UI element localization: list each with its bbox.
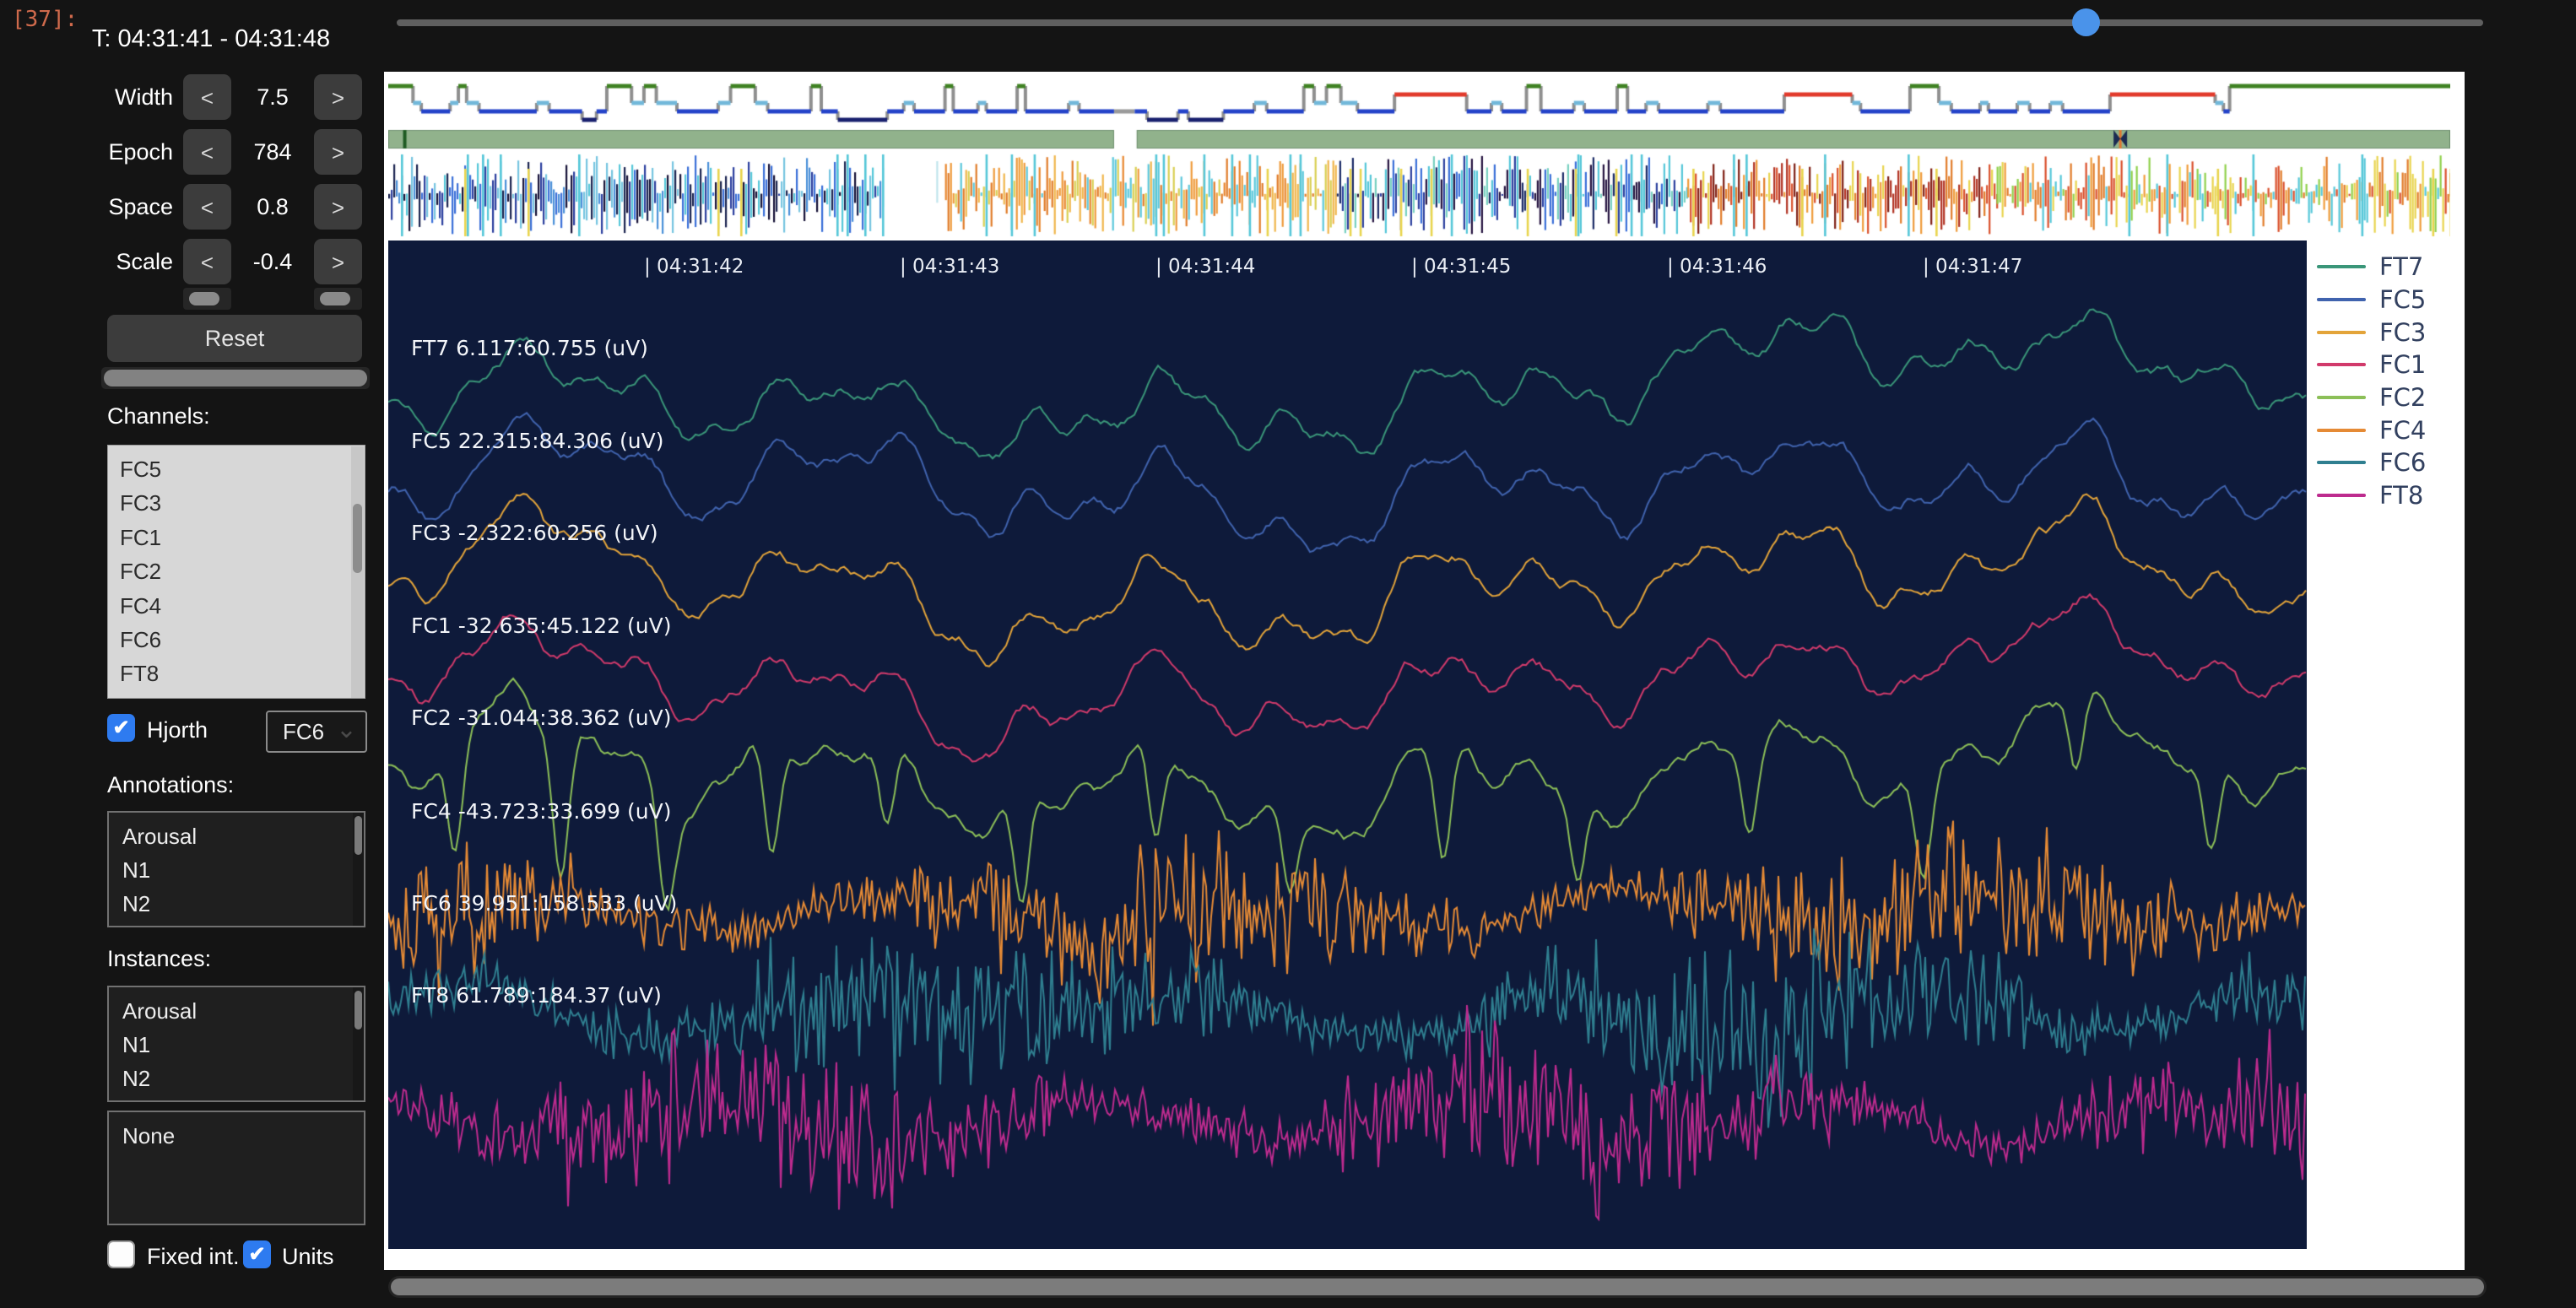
legend-line-swatch xyxy=(2317,428,2366,432)
legend-line-swatch xyxy=(2317,363,2366,367)
checkmark-icon: ✔ xyxy=(112,716,130,739)
channel-value-label: FC2 -31.044:38.362 (uV) xyxy=(411,705,672,730)
time-tick: | 04:31:45 xyxy=(1411,256,1512,278)
signal-overview-plot[interactable] xyxy=(388,154,2450,238)
channel-legend: FT7 FC5 FC3 FC1 FC2 FC4 FC6 FT8 xyxy=(2317,251,2460,512)
scale-value: -0.4 xyxy=(252,249,293,274)
time-range-label: T: 04:31:41 - 04:31:48 xyxy=(91,25,331,52)
epoch-decrement-button[interactable]: < xyxy=(183,129,231,175)
legend-line-swatch xyxy=(2317,396,2366,400)
width-decrement-button[interactable]: < xyxy=(183,74,231,120)
legend-entry: FT7 xyxy=(2317,251,2460,284)
scale-label: Scale xyxy=(116,249,173,274)
channel-option[interactable]: FC2 xyxy=(120,559,162,585)
channel-option[interactable]: FC6 xyxy=(120,627,162,653)
timeline-slider-track[interactable] xyxy=(397,19,2483,26)
chevron-down-icon: ⌄ xyxy=(335,716,357,743)
legend-line-swatch xyxy=(2317,494,2366,498)
scale-decrement-button[interactable]: < xyxy=(183,239,231,284)
channel-value-label: FC3 -2.322:60.256 (uV) xyxy=(411,521,658,545)
legend-entry: FC1 xyxy=(2317,349,2460,381)
instance-option[interactable]: Arousal xyxy=(122,998,198,1024)
horizontal-scrollbar-thumb[interactable] xyxy=(391,1278,2484,1295)
legend-line-swatch xyxy=(2317,461,2366,465)
channels-listbox[interactable]: FC5 FC3 FC1 FC2 FC4 FC6 FT8 xyxy=(107,445,365,699)
scale-increment-button[interactable]: > xyxy=(314,239,362,284)
instance-option[interactable]: N1 xyxy=(122,1032,151,1057)
channel-value-label: FC4 -43.723:33.699 (uV) xyxy=(411,799,672,824)
legend-entry: FC2 xyxy=(2317,381,2460,414)
annotation-option[interactable]: N2 xyxy=(122,891,151,916)
space-value: 0.8 xyxy=(257,194,289,219)
hjorth-channel-value: FC6 xyxy=(283,719,325,744)
width-increment-button[interactable]: > xyxy=(314,74,362,120)
hjorth-label: Hjorth xyxy=(147,717,208,743)
channel-option[interactable]: FC4 xyxy=(120,592,162,619)
timeline-slider-handle[interactable] xyxy=(2071,8,2100,36)
instances-list-scrollbar[interactable] xyxy=(353,987,364,1100)
checkmark-icon: ✔ xyxy=(248,1243,266,1266)
instances-section-label: Instances: xyxy=(107,946,212,971)
channel-value-label: FC5 22.315:84.306 (uV) xyxy=(411,429,664,453)
channel-value-label: FT8 61.789:184.37 (uV) xyxy=(411,983,662,1008)
legend-entry: FC4 xyxy=(2317,413,2460,446)
fixed-int-checkbox[interactable] xyxy=(107,1240,135,1268)
time-tick: | 04:31:46 xyxy=(1667,256,1767,278)
channel-value-label: FT7 6.117:60.755 (uV) xyxy=(411,336,648,360)
instance-selection-option[interactable]: None xyxy=(122,1123,176,1149)
epoch-increment-button[interactable]: > xyxy=(314,129,362,175)
space-increment-button[interactable]: > xyxy=(314,184,362,230)
channel-option[interactable]: FT8 xyxy=(120,661,160,687)
jupyter-cell-prompt: [37]: xyxy=(12,7,78,32)
legend-line-swatch xyxy=(2317,330,2366,334)
annotation-option[interactable]: Arousal xyxy=(122,824,198,849)
scale-mini-scrollbar-right[interactable] xyxy=(314,288,362,310)
reset-button[interactable]: Reset xyxy=(107,315,362,362)
channels-list-scrollbar[interactable] xyxy=(351,446,364,698)
scale-mini-scrollbar-left[interactable] xyxy=(183,288,231,310)
fixed-int-label: Fixed int. xyxy=(147,1244,240,1269)
epoch-label: Epoch xyxy=(108,139,173,165)
hypnogram-overview-plot[interactable] xyxy=(388,76,2450,154)
legend-entry: FC3 xyxy=(2317,316,2460,349)
legend-line-swatch xyxy=(2317,298,2366,302)
legend-entry: FC6 xyxy=(2317,446,2460,479)
units-label: Units xyxy=(282,1244,334,1269)
figure-area: | 04:31:42 | 04:31:43 | 04:31:44 | 04:31… xyxy=(384,72,2465,1270)
epoch-value: 784 xyxy=(253,139,292,165)
eeg-traces-canvas xyxy=(388,241,2307,1249)
channel-option[interactable]: FC3 xyxy=(120,490,162,516)
annotation-option[interactable]: N1 xyxy=(122,857,151,883)
channel-option[interactable]: FC5 xyxy=(120,457,162,482)
annotations-listbox[interactable]: Arousal N1 N2 xyxy=(107,811,365,927)
controls-scrollbar[interactable] xyxy=(101,367,370,389)
time-tick: | 04:31:43 xyxy=(900,256,1000,278)
channels-section-label: Channels: xyxy=(107,403,210,429)
units-checkbox[interactable]: ✔ xyxy=(243,1240,271,1268)
space-label: Space xyxy=(108,194,173,219)
legend-line-swatch xyxy=(2317,265,2366,269)
channel-value-label: FC6 39.951:158.533 (uV) xyxy=(411,891,678,916)
annotations-section-label: Annotations: xyxy=(107,772,235,797)
annotations-list-scrollbar[interactable] xyxy=(353,813,364,926)
instance-selection-listbox[interactable]: None xyxy=(107,1111,365,1225)
time-tick: | 04:31:42 xyxy=(644,256,744,278)
hjorth-channel-dropdown[interactable]: FC6 ⌄ xyxy=(266,711,367,753)
legend-entry: FC5 xyxy=(2317,284,2460,316)
eeg-trace-plot[interactable]: | 04:31:42 | 04:31:43 | 04:31:44 | 04:31… xyxy=(388,241,2307,1249)
horizontal-scrollbar[interactable] xyxy=(388,1276,2487,1298)
instance-option[interactable]: N2 xyxy=(122,1066,151,1091)
legend-entry: FT8 xyxy=(2317,479,2460,512)
width-label: Width xyxy=(114,84,173,110)
time-tick: | 04:31:47 xyxy=(1923,256,2023,278)
channel-option[interactable]: FC1 xyxy=(120,524,162,550)
width-value: 7.5 xyxy=(257,84,289,110)
instances-listbox[interactable]: Arousal N1 N2 xyxy=(107,986,365,1102)
space-decrement-button[interactable]: < xyxy=(183,184,231,230)
hjorth-checkbox[interactable]: ✔ xyxy=(107,714,135,742)
channel-value-label: FC1 -32.635:45.122 (uV) xyxy=(411,613,672,638)
time-tick: | 04:31:44 xyxy=(1155,256,1256,278)
